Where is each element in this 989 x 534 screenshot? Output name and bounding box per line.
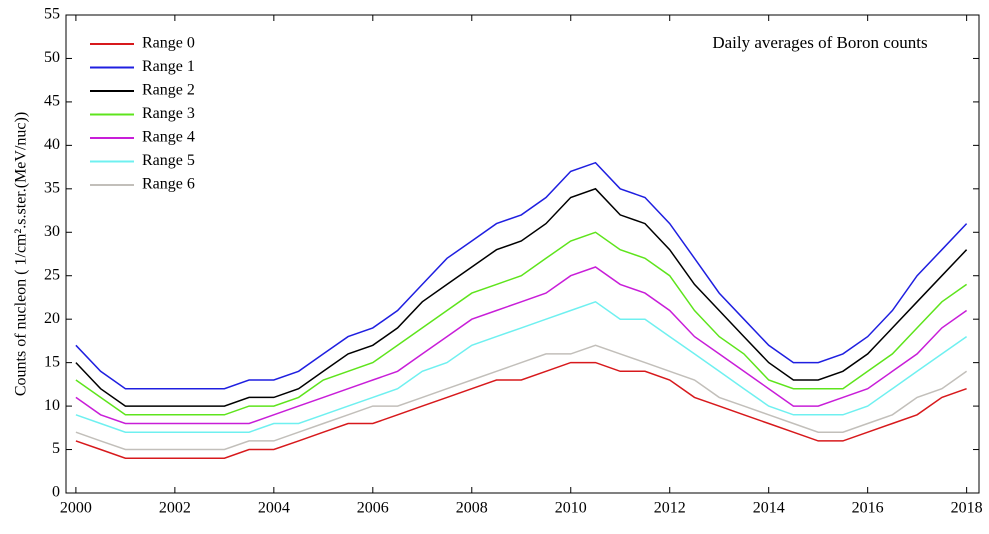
x-tick-label: 2004 [258,500,290,517]
legend-label: Range 4 [142,129,195,146]
series-line [75,361,967,459]
x-tick-label: 2002 [159,500,191,517]
legend-label: Range 1 [142,58,195,75]
legend-label: Range 6 [142,176,195,193]
x-tick-label: 2010 [555,500,587,517]
series-line [75,161,968,390]
legend-label: Range 2 [142,82,195,99]
y-tick-label: 35 [44,179,60,196]
y-tick-label: 25 [44,266,60,283]
x-tick-label: 2016 [852,500,884,517]
x-tick-label: 2014 [753,500,785,517]
y-tick-label: 30 [44,223,60,240]
series-line [75,300,968,433]
annotation: Daily averages of Boron counts [712,33,927,52]
legend-label: Range 0 [142,35,195,52]
y-tick-label: 50 [44,49,60,66]
y-tick-label: 10 [44,397,60,414]
x-tick-label: 2000 [60,500,92,517]
y-tick-label: 40 [44,136,60,153]
y-tick-label: 0 [52,484,60,501]
x-tick-label: 2006 [357,500,389,517]
y-tick-label: 45 [44,93,60,110]
legend-label: Range 5 [142,152,195,169]
series-line [75,231,968,416]
legend-label: Range 3 [142,105,195,122]
x-tick-label: 2012 [654,500,686,517]
series-line [75,344,968,451]
series-line [75,187,968,407]
y-axis-label: Counts of nucleon ( 1/cm².s.ster.(MeV/nu… [13,112,30,396]
series-line [75,266,968,425]
y-tick-label: 55 [44,6,60,23]
y-tick-label: 20 [44,310,60,327]
x-tick-label: 2008 [456,500,488,517]
plot-frame [65,14,980,494]
y-tick-label: 15 [44,353,60,370]
x-tick-label: 2018 [951,500,983,517]
y-tick-label: 5 [52,440,60,457]
